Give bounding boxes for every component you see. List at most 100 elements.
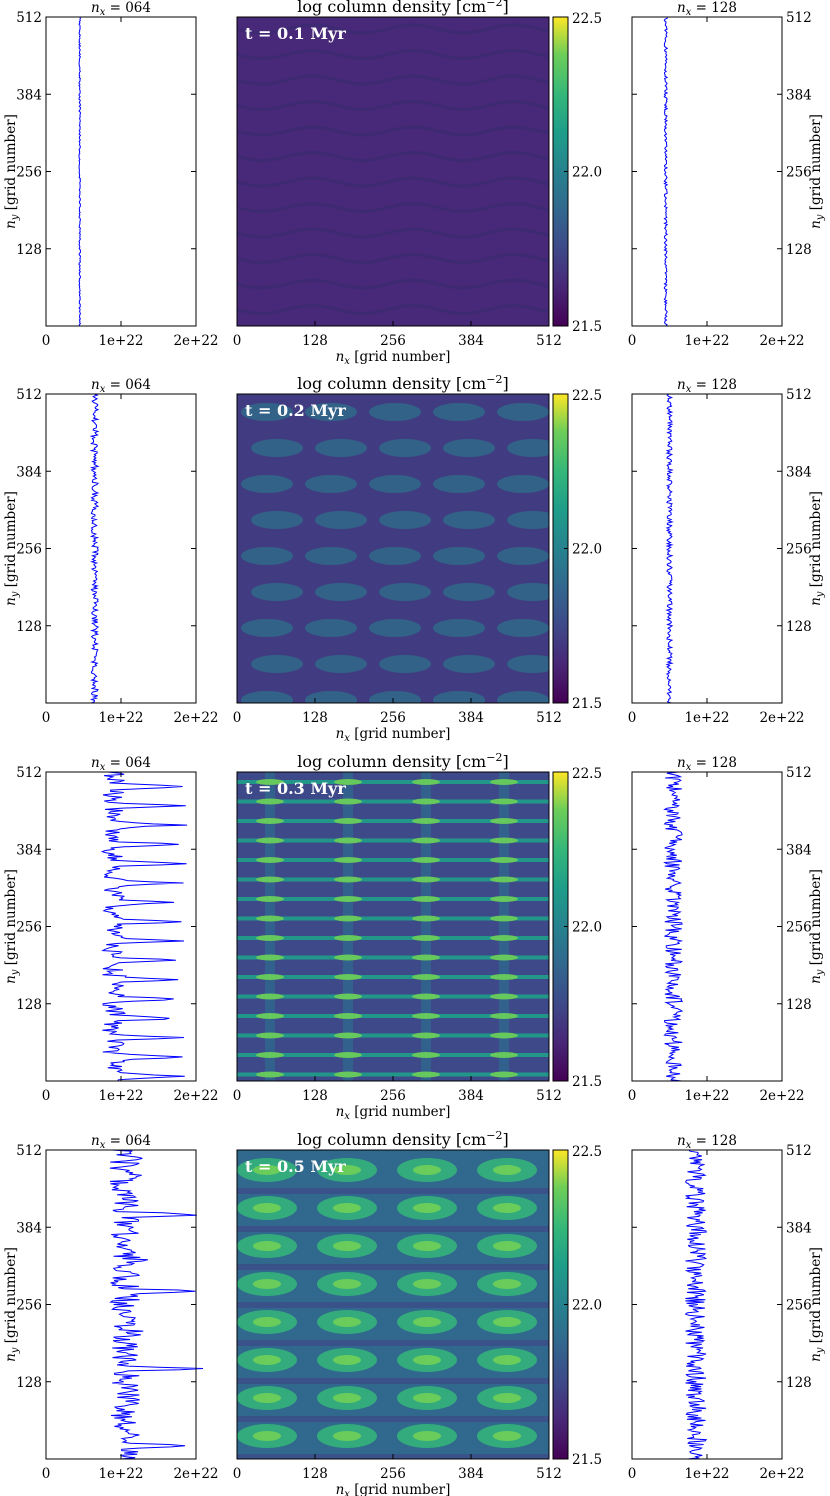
density-blob (305, 475, 357, 493)
density-knot (412, 798, 440, 805)
profile-y-tick-label: 128 (16, 242, 42, 258)
density-knot (334, 935, 362, 941)
density-blob (497, 691, 549, 703)
left-y-axis-label: ny [grid number] (3, 114, 21, 229)
density-knot (256, 896, 284, 902)
density-blob (315, 655, 367, 673)
colorbar-tick-label: 22.0 (572, 165, 602, 181)
density-wave (237, 48, 549, 60)
density-blob (379, 655, 431, 673)
profile-x-tick-label: 1e+22 (98, 1088, 143, 1104)
density-band (237, 819, 549, 823)
profile-x-tick-label: 1e+22 (98, 333, 143, 349)
profile-line (663, 17, 669, 327)
profile-x-tick-label: 2e+22 (173, 333, 218, 349)
density-blob (305, 691, 357, 703)
density-knot (490, 837, 518, 844)
figure-rows: nx = 064 0 1e+22 2e+22 128 256 384 512 ny [grid … (3, 0, 826, 1496)
density-blob (315, 439, 367, 457)
density-core (493, 1279, 521, 1289)
density-blob (241, 619, 293, 637)
density-blob (507, 655, 549, 673)
density-blob (433, 475, 485, 493)
density-blob (251, 511, 303, 529)
density-knot (256, 876, 284, 883)
density-blob (443, 583, 495, 601)
density-wave (237, 201, 549, 213)
density-knot (490, 935, 518, 941)
density-filament (265, 772, 275, 1081)
density-x-axis-label: nx [grid number] (336, 349, 451, 367)
density-core (413, 1203, 441, 1213)
profile-x-tick-label: 0 (42, 333, 51, 349)
density-core (493, 1241, 521, 1251)
density-knot (334, 876, 362, 883)
density-core (253, 1317, 281, 1327)
colorbar-tick-label: 21.5 (572, 1452, 602, 1468)
density-filament (499, 772, 509, 1081)
profile-y-tick-label: 512 (786, 10, 812, 26)
density-knot (256, 779, 284, 785)
density-knot (334, 1032, 362, 1039)
density-void (237, 1378, 549, 1384)
profile-x-tick-label: 0 (628, 333, 637, 349)
profile-y-tick-label: 384 (786, 1220, 812, 1236)
density-blob (507, 511, 549, 529)
figure-row-1: nx = 064 0 1e+22 2e+22 128 256 384 512 ny [grid … (3, 0, 826, 367)
profile-x-tick-label: 0 (42, 1088, 51, 1104)
profile-y-tick-label: 256 (16, 165, 42, 181)
profile-y-tick-label: 128 (16, 997, 42, 1013)
profile-y-tick-label: 384 (786, 464, 812, 480)
density-knot (256, 935, 284, 941)
right-y-axis-label: ny [grid number] (808, 1247, 826, 1362)
density-knot (256, 1032, 284, 1039)
density-blob (251, 655, 303, 673)
density-x-tick-label: 256 (380, 1466, 406, 1482)
profile-y-tick-label: 512 (16, 387, 42, 403)
density-blob (369, 619, 421, 637)
density-core (333, 1393, 361, 1403)
density-core (333, 1165, 361, 1175)
density-blob (433, 403, 485, 421)
density-x-axis-label: nx [grid number] (336, 1104, 451, 1122)
density-core (493, 1165, 521, 1175)
profile-x-tick-label: 0 (628, 1088, 637, 1104)
density-blob (379, 439, 431, 457)
density-core (413, 1317, 441, 1327)
density-core (413, 1393, 441, 1403)
profile-y-tick-label: 128 (16, 1375, 42, 1391)
density-blob (443, 511, 495, 529)
profile-x-tick-label: 1e+22 (98, 1466, 143, 1482)
density-title: log column density [cm−2] (297, 1129, 508, 1149)
density-x-tick-label: 128 (302, 710, 328, 726)
left-y-axis-label: ny [grid number] (3, 491, 21, 606)
left-profile-title: nx = 064 (91, 377, 151, 395)
density-knot (490, 1032, 518, 1039)
density-knot (412, 818, 440, 824)
profile-x-tick-label: 1e+22 (684, 1088, 729, 1104)
density-wave (237, 278, 549, 290)
density-knot (412, 974, 440, 980)
profile-x-tick-label: 0 (42, 1466, 51, 1482)
density-void (237, 1226, 549, 1232)
density-background (237, 17, 549, 326)
density-band (237, 975, 549, 979)
density-band (237, 994, 549, 999)
density-knot (412, 1071, 440, 1078)
density-knot (412, 837, 440, 844)
density-blob (379, 583, 431, 601)
profile-line (78, 16, 82, 327)
density-core (253, 1279, 281, 1289)
density-knot (490, 798, 518, 805)
density-blob (305, 547, 357, 565)
density-knot (334, 1052, 362, 1058)
density-band (237, 799, 549, 804)
density-blob (369, 691, 421, 703)
colorbar-tick-label: 22.0 (572, 1298, 602, 1314)
density-band (237, 858, 549, 862)
density-x-tick-label: 512 (536, 333, 562, 349)
profile-frame (631, 771, 783, 1082)
density-core (333, 1279, 361, 1289)
profile-y-tick-label: 256 (16, 920, 42, 936)
